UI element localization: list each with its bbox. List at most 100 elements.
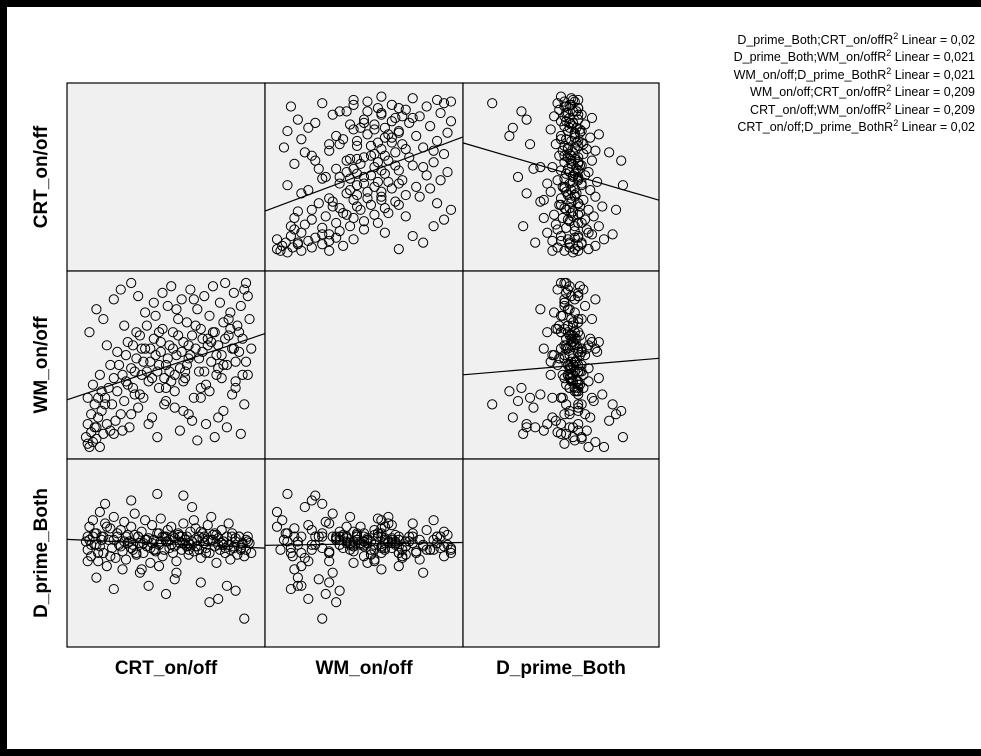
data-point [221, 580, 232, 591]
data-point [393, 103, 404, 114]
data-point [230, 382, 241, 394]
fit-legend: D_prime_Both;CRT_on/offR2 Linear = 0,02 D… [734, 31, 975, 136]
data-point [583, 227, 594, 238]
data-point [178, 336, 189, 348]
data-point [438, 551, 450, 562]
data-point [376, 528, 387, 539]
data-point [617, 432, 629, 443]
data-point [160, 395, 172, 407]
data-point [87, 436, 99, 448]
data-point [159, 544, 170, 555]
data-point [442, 127, 453, 138]
data-point [153, 528, 165, 539]
data-point [569, 221, 580, 232]
data-point [306, 242, 317, 253]
data-point [569, 327, 580, 338]
data-point [143, 376, 154, 387]
data-point [126, 363, 137, 374]
data-point [334, 171, 345, 183]
data-point [89, 399, 100, 410]
data-point [152, 432, 163, 443]
data-point [400, 211, 411, 222]
data-point [379, 521, 390, 532]
data-point [244, 313, 255, 325]
data-point [199, 538, 210, 549]
data-point [105, 551, 116, 562]
data-point [554, 353, 565, 364]
data-point [87, 515, 99, 526]
data-point [578, 194, 589, 206]
data-point [400, 104, 411, 115]
data-point [331, 217, 342, 229]
data-point [372, 513, 384, 524]
data-point [155, 346, 166, 357]
data-point [112, 386, 123, 397]
data-point [348, 234, 359, 245]
data-point [365, 199, 377, 210]
data-point [271, 506, 283, 518]
data-point [559, 297, 570, 308]
data-point [160, 531, 172, 542]
data-point [282, 125, 293, 137]
data-point [334, 139, 345, 150]
data-point [220, 333, 231, 344]
data-point [414, 111, 425, 122]
data-point [155, 336, 166, 348]
data-point [562, 107, 573, 119]
data-point [348, 212, 359, 224]
data-point [324, 139, 335, 150]
data-point [246, 547, 257, 559]
data-point [133, 402, 144, 413]
data-point [324, 577, 335, 588]
data-point [542, 327, 553, 338]
data-point [119, 395, 130, 407]
data-point [138, 356, 149, 367]
data-point [369, 556, 380, 567]
data-point [89, 528, 100, 539]
data-point [110, 415, 121, 426]
data-point [213, 593, 224, 605]
data-point [351, 529, 363, 541]
data-point [583, 204, 594, 215]
data-point [569, 435, 580, 446]
data-point [573, 343, 584, 354]
data-point [216, 373, 227, 384]
fit-line-0-2 [462, 142, 660, 201]
data-point [585, 412, 596, 423]
data-point [567, 320, 579, 331]
data-point [438, 148, 450, 160]
data-point [160, 382, 172, 394]
data-point [185, 350, 196, 361]
data-point [573, 379, 584, 390]
data-point [82, 556, 93, 567]
data-point [559, 438, 570, 449]
data-point [195, 323, 206, 335]
data-point [573, 402, 584, 413]
data-point [115, 284, 126, 295]
data-point [120, 531, 132, 542]
data-point [583, 376, 594, 387]
data-point [564, 405, 575, 417]
data-point [559, 140, 570, 151]
data-point [131, 327, 142, 338]
data-point [176, 294, 187, 305]
data-point [176, 346, 187, 357]
data-point [559, 181, 570, 192]
data-point [126, 495, 137, 506]
data-point [576, 432, 587, 443]
data-point [383, 207, 394, 219]
data-point [393, 178, 404, 189]
data-point [223, 313, 234, 325]
data-point [167, 343, 179, 354]
data-point [199, 366, 210, 377]
data-point [221, 422, 232, 433]
data-point [504, 130, 515, 142]
data-point [126, 277, 137, 289]
data-point [555, 130, 567, 142]
data-point [564, 363, 575, 374]
data-point [292, 206, 303, 217]
data-point [235, 428, 246, 439]
data-point [573, 425, 584, 436]
data-point [390, 196, 401, 207]
